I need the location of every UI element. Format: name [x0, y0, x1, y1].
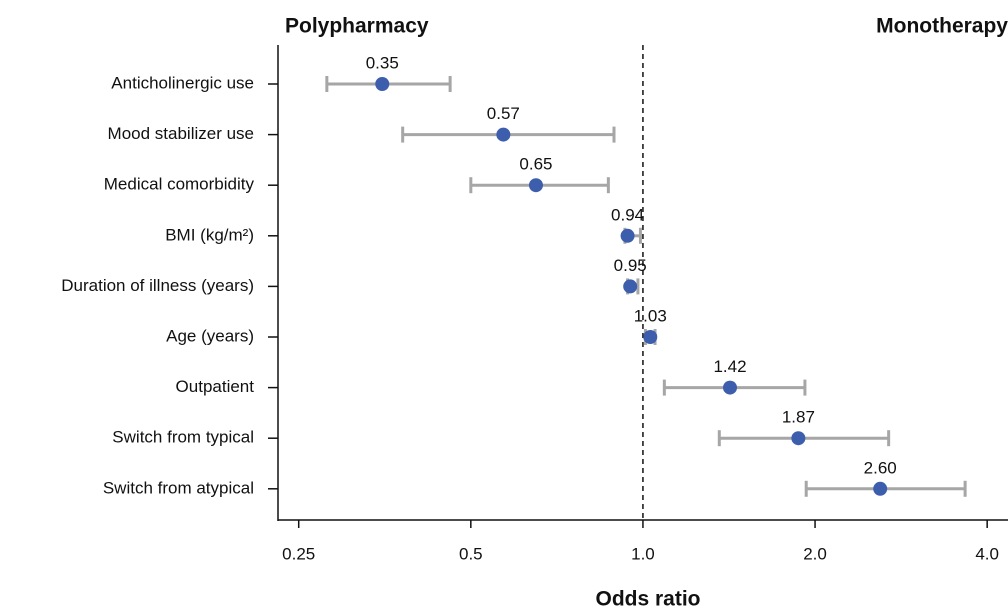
value-label: 1.42: [713, 357, 746, 376]
point: [375, 77, 390, 91]
point: [643, 330, 658, 344]
x-axis-label: Odds ratio: [595, 588, 700, 611]
y-tick-label: Age (years): [166, 326, 254, 345]
point: [873, 481, 888, 496]
y-tick-label: Outpatient: [176, 377, 255, 396]
value-label: 0.57: [487, 104, 520, 123]
y-tick-label: BMI (kg/m²): [165, 225, 254, 244]
value-label: 1.87: [782, 408, 815, 427]
point: [496, 127, 511, 142]
point: [791, 431, 806, 446]
x-tick-label: 0.5: [459, 544, 483, 563]
y-tick-label: Anticholinergic use: [111, 73, 254, 92]
point: [623, 279, 638, 294]
y-tick-label: Mood stabilizer use: [108, 124, 254, 143]
x-tick-label: 2.0: [803, 544, 827, 563]
x-tick-label: 4.0: [975, 544, 999, 563]
value-label: 0.94: [611, 205, 644, 224]
x-tick-label: 0.25: [282, 544, 315, 563]
value-label: 1.03: [634, 306, 667, 325]
point: [620, 228, 635, 243]
value-label: 0.95: [614, 256, 647, 275]
value-label: 0.35: [366, 53, 399, 72]
y-tick-label: Switch from atypical: [103, 478, 254, 497]
value-label: 0.65: [519, 155, 552, 174]
right-header: Monotherapy: [876, 15, 1008, 38]
value-label: 2.60: [864, 458, 897, 477]
point: [723, 380, 738, 395]
point: [528, 178, 543, 193]
y-tick-label: Duration of illness (years): [61, 276, 254, 295]
y-tick-label: Switch from typical: [112, 428, 254, 447]
x-tick-label: 1.0: [631, 544, 655, 563]
y-tick-label: Medical comorbidity: [104, 175, 255, 194]
left-header: Polypharmacy: [285, 15, 429, 38]
